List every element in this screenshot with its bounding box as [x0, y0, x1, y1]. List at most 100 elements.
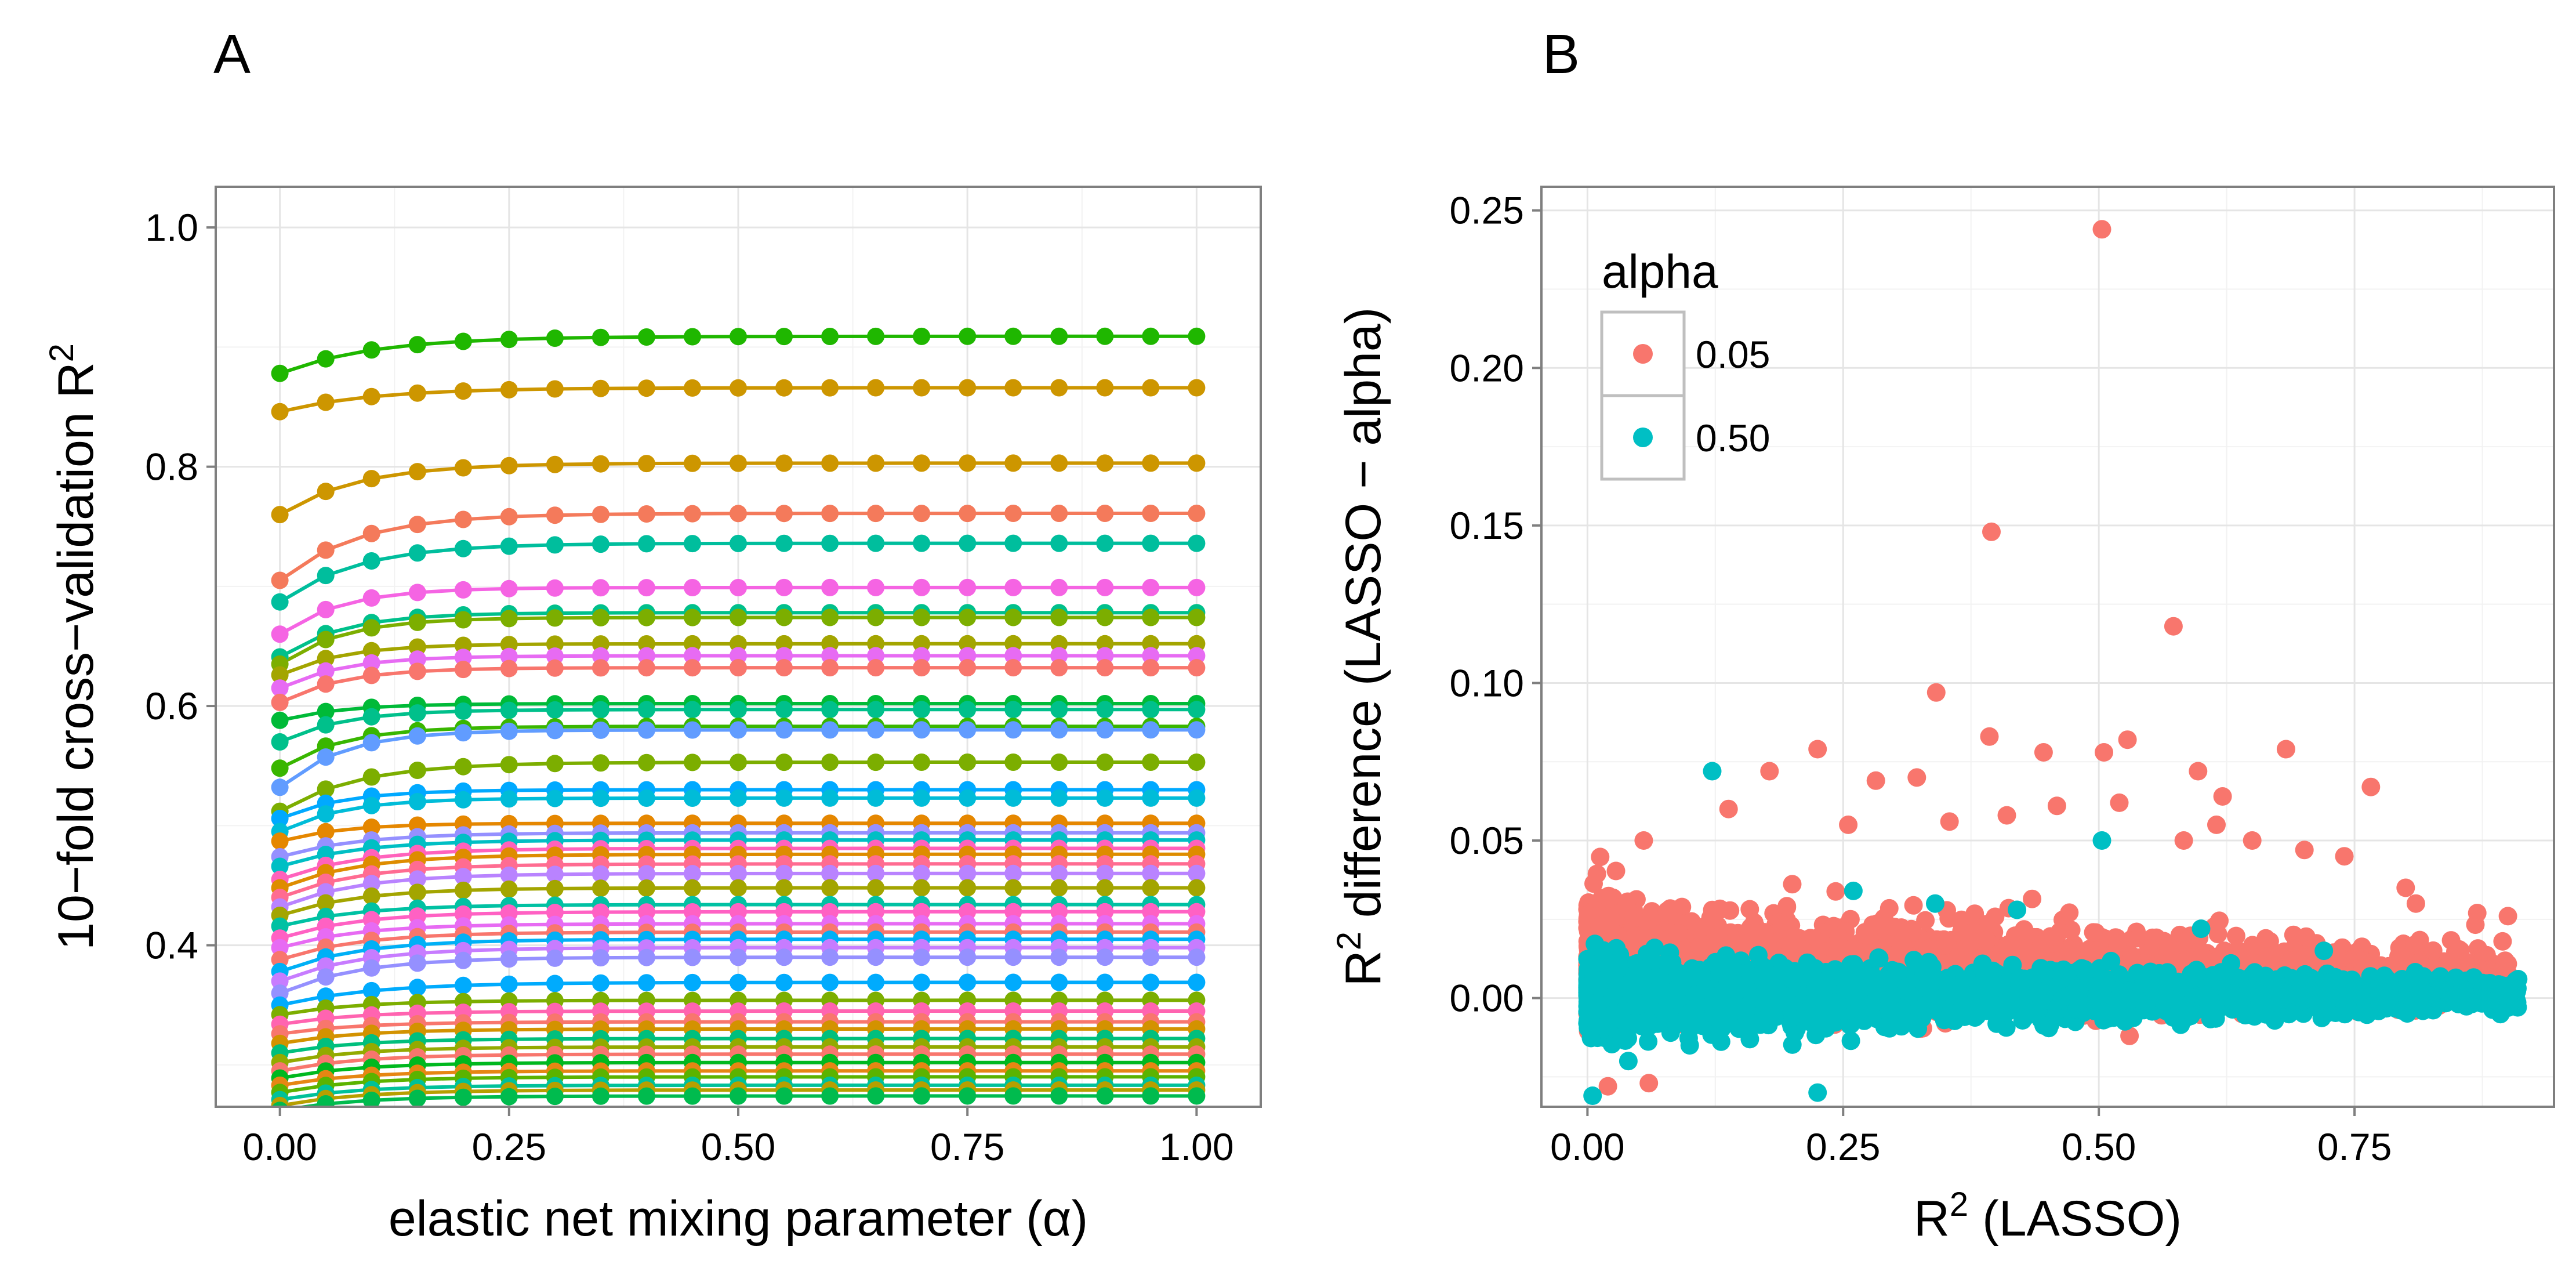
series-9-point — [317, 650, 335, 668]
point-alpha-0.05 — [2207, 815, 2226, 834]
series-33-point — [454, 951, 472, 969]
series-34-point — [867, 973, 885, 991]
series-16-point — [500, 756, 518, 774]
series-3-point — [913, 454, 931, 472]
y-axis-title: 10−fold cross−validation R2 — [43, 343, 104, 950]
series-9-point — [1142, 635, 1160, 653]
series-13-point — [1004, 701, 1022, 719]
point-alpha-0.05 — [2000, 936, 2019, 955]
series-5-point — [684, 535, 701, 553]
series-10-point — [546, 647, 564, 665]
series-11-point — [271, 693, 289, 711]
point-alpha-0.05 — [2423, 941, 2443, 960]
series-34-point — [913, 973, 931, 991]
series-2-point — [821, 379, 839, 397]
series-15-point — [913, 721, 931, 739]
point-alpha-0.05 — [2174, 831, 2193, 850]
series-18-point — [362, 796, 380, 814]
series-15-point — [454, 724, 472, 742]
series-15-point — [684, 721, 701, 739]
series-25-point — [730, 865, 747, 882]
series-13-point — [317, 716, 335, 734]
series-11-point — [317, 675, 335, 693]
scatter-points — [1578, 220, 2528, 1105]
series-15-point — [362, 734, 380, 752]
series-8-point — [1142, 608, 1160, 626]
series-11-point — [1096, 659, 1114, 677]
series-9-point — [867, 635, 885, 653]
series-10-point — [592, 647, 609, 665]
series-33-point — [1004, 948, 1022, 966]
series-4-point — [454, 510, 472, 528]
point-alpha-0.05 — [2108, 934, 2127, 954]
series-14-point — [271, 759, 289, 777]
series-28-point — [1096, 903, 1114, 921]
series-33-point — [271, 984, 289, 1002]
series-28-point — [1188, 903, 1206, 921]
point-alpha-0.05 — [2406, 894, 2425, 913]
series-17-point — [271, 810, 289, 827]
series-1-point — [1096, 327, 1114, 345]
point-alpha-0.05 — [1590, 916, 1609, 936]
series-13-point — [546, 701, 564, 719]
series-10-point — [959, 647, 977, 665]
series-47-point — [1142, 1087, 1160, 1105]
series-10-point — [684, 647, 701, 665]
point-alpha-0.05 — [1980, 727, 1999, 746]
series-3-point — [1050, 454, 1068, 472]
point-alpha-0.05 — [2450, 940, 2469, 959]
series-2-point — [454, 382, 472, 400]
series-2-point — [271, 403, 289, 421]
series-3-point — [867, 454, 885, 472]
series-34-point — [1004, 973, 1022, 991]
series-8-point — [1188, 608, 1206, 626]
series-6-point — [959, 578, 977, 596]
series-4-point — [317, 541, 335, 559]
panel-b-scatter-chart: 0.00 0.25 0.50 0.750.000.050.100.150.200.25… — [1330, 186, 2555, 1247]
series-2-point — [1188, 379, 1206, 397]
point-alpha-0.05 — [2159, 937, 2178, 956]
point-alpha-0.05 — [1829, 928, 1848, 947]
series-26-point — [775, 879, 793, 897]
series-26-point — [408, 883, 426, 901]
series-11-point — [1050, 659, 1068, 677]
point-alpha-0.05 — [1606, 861, 1626, 881]
series-5-point — [317, 567, 335, 585]
series-47-point — [821, 1087, 839, 1105]
series-10-point — [775, 647, 793, 665]
series-9-point — [959, 635, 977, 653]
series-26-point — [730, 879, 747, 897]
series-33-point — [1050, 948, 1068, 966]
point-alpha-0.05 — [1866, 771, 1885, 790]
series-6-point — [637, 579, 655, 597]
series-3-point — [454, 459, 472, 477]
series-13-point — [684, 701, 701, 719]
series-15-point — [1096, 721, 1114, 739]
point-alpha-0.05 — [1962, 932, 1981, 950]
series-28-point — [867, 903, 885, 921]
series-16-point — [546, 755, 564, 773]
series-16-point — [408, 762, 426, 779]
series-3-point — [821, 454, 839, 472]
point-alpha-0.05 — [1855, 923, 1874, 942]
series-34-point — [500, 975, 518, 993]
series-26-point — [500, 880, 518, 898]
point-alpha-0.05 — [2213, 787, 2232, 806]
point-alpha-0.05 — [2164, 617, 2183, 636]
series-25-point — [637, 865, 655, 883]
point-alpha-0.05 — [1978, 930, 1996, 950]
series-10-point — [500, 647, 518, 665]
series-16-point — [867, 754, 885, 771]
series-11-point — [913, 659, 931, 677]
series-8-point — [317, 631, 335, 649]
series-11-point — [546, 659, 564, 677]
series-15-point — [959, 721, 977, 739]
series-13-point — [730, 701, 747, 719]
series-26-point — [637, 879, 655, 897]
series-3-point — [684, 454, 701, 472]
series-5-point — [592, 535, 609, 553]
series-11-point — [637, 659, 655, 677]
series-1-point — [592, 328, 609, 346]
series-4-point — [1188, 505, 1206, 522]
series-47-point — [317, 1095, 335, 1107]
